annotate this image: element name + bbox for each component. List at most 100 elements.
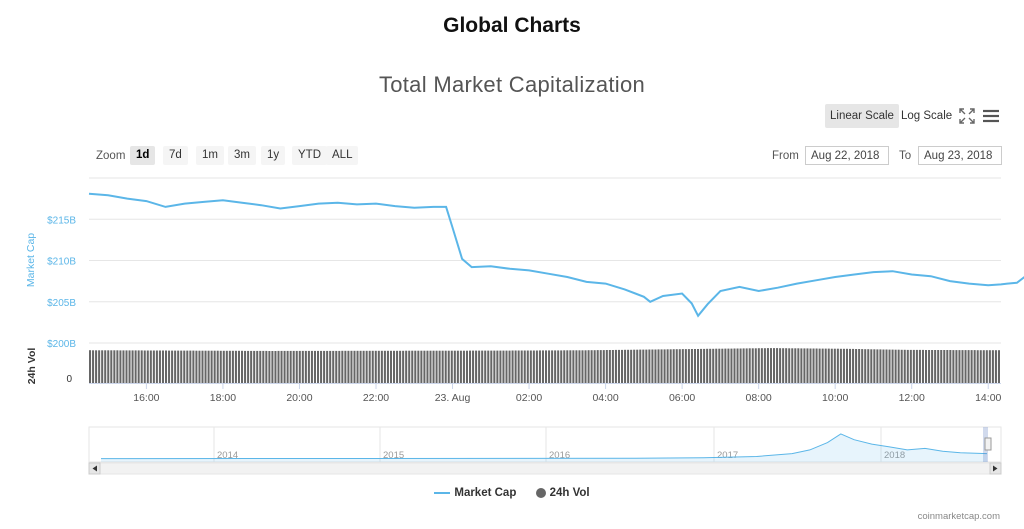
volume-bar: [687, 349, 690, 383]
volume-bar: [393, 350, 396, 383]
volume-bar: [560, 350, 563, 383]
log-scale-button[interactable]: Log Scale: [901, 110, 953, 122]
volume-bar: [906, 349, 909, 383]
volume-bar: [760, 348, 763, 383]
fullscreen-icon[interactable]: [958, 107, 976, 125]
volume-bar: [639, 349, 642, 383]
volume-bar: [307, 350, 310, 383]
volume-bar: [429, 350, 432, 383]
volume-bar: [438, 350, 441, 383]
volume-bar: [879, 349, 882, 383]
legend-dot-icon: [535, 487, 546, 498]
to-date-input[interactable]: Aug 23, 2018: [918, 146, 1002, 165]
volume-bar: [447, 350, 450, 383]
volume-bar: [697, 349, 700, 383]
volume-bar: [353, 350, 356, 383]
linear-scale-button[interactable]: Linear Scale: [825, 104, 899, 128]
volume-bar: [225, 350, 228, 383]
x-tick-label: 20:00: [286, 392, 312, 404]
volume-bar: [95, 350, 98, 383]
volume-bar: [979, 350, 982, 383]
volume-bar: [800, 348, 803, 383]
x-tick-label: 08:00: [746, 392, 772, 404]
menu-icon[interactable]: [982, 107, 1000, 125]
volume-bar: [155, 350, 158, 383]
zoom-button-1d[interactable]: 1d: [130, 146, 156, 165]
volume-bar: [198, 350, 201, 383]
volume-bar: [806, 348, 809, 383]
volume-bar: [782, 348, 785, 383]
y-axis-title: Market Cap: [25, 233, 37, 287]
zoom-label: Zoom: [96, 150, 126, 162]
volume-bar: [137, 350, 140, 383]
volume-bar: [617, 349, 620, 383]
volume-bar: [271, 351, 274, 383]
zoom-button-3m[interactable]: 3m: [228, 146, 256, 165]
volume-bar: [253, 350, 256, 383]
volume-bar: [997, 350, 1000, 383]
volume-bar: [228, 350, 231, 383]
volume-bar: [304, 350, 307, 383]
volume-bar: [882, 349, 885, 383]
volume-bar: [824, 348, 827, 383]
volume-bar: [976, 350, 979, 383]
volume-bar: [365, 350, 368, 383]
volume-bar: [207, 350, 210, 383]
volume-bar: [745, 348, 748, 383]
from-date-input[interactable]: Aug 22, 2018: [805, 146, 889, 165]
volume-bar: [383, 350, 386, 383]
volume-bar: [961, 350, 964, 383]
zoom-button-1y[interactable]: 1y: [261, 146, 286, 165]
volume-bar: [481, 350, 484, 383]
legend-item-24h-vol[interactable]: 24h Vol: [535, 487, 590, 499]
volume-bar: [931, 350, 934, 383]
volume-bar: [684, 349, 687, 383]
volume-bar: [794, 348, 797, 383]
volume-bar: [937, 350, 940, 383]
volume-bar: [991, 350, 994, 383]
zoom-button-ytd[interactable]: YTD: [292, 146, 327, 165]
zoom-button-all[interactable]: ALL: [326, 146, 359, 165]
volume-bar: [845, 348, 848, 383]
x-tick-label: 02:00: [516, 392, 542, 404]
volume-bar: [329, 350, 332, 383]
volume-bar: [776, 348, 779, 383]
volume-bar: [149, 350, 152, 383]
zoom-button-1m[interactable]: 1m: [196, 146, 224, 165]
x-tick-label: 10:00: [822, 392, 848, 404]
volume-bar: [830, 348, 833, 383]
volume-bar: [718, 348, 721, 383]
volume-bar: [256, 350, 259, 383]
volume-bar: [204, 350, 207, 383]
volume-bar: [566, 350, 569, 383]
volume-bar: [517, 350, 520, 383]
volume-bar: [244, 350, 247, 383]
volume-bar: [900, 349, 903, 383]
volume-bar: [310, 350, 313, 383]
volume-bar: [183, 350, 186, 383]
volume-bar: [821, 348, 824, 383]
x-tick-label: 14:00: [975, 392, 1001, 404]
volume-bar: [903, 349, 906, 383]
volume-bar: [648, 349, 651, 383]
legend-item-market-cap[interactable]: Market Cap: [434, 487, 516, 499]
volume-bar: [450, 350, 453, 383]
volume-bar: [283, 350, 286, 383]
volume-bar: [551, 350, 554, 383]
navigator-handle[interactable]: [984, 437, 992, 451]
volume-bar: [958, 350, 961, 383]
volume-bar: [417, 350, 420, 383]
volume-bar: [773, 348, 776, 383]
volume-bar: [535, 350, 538, 383]
volume-bar: [788, 348, 791, 383]
volume-bar: [584, 350, 587, 383]
credits-link[interactable]: coinmarketcap.com: [917, 511, 1000, 522]
zoom-button-7d[interactable]: 7d: [163, 146, 188, 165]
volume-bar: [268, 351, 271, 383]
volume-bar: [128, 350, 131, 383]
y-tick-label: $215B: [47, 215, 76, 226]
scrollbar-track[interactable]: [88, 462, 1002, 475]
volume-bar: [411, 350, 414, 383]
volume-bar: [909, 349, 912, 383]
